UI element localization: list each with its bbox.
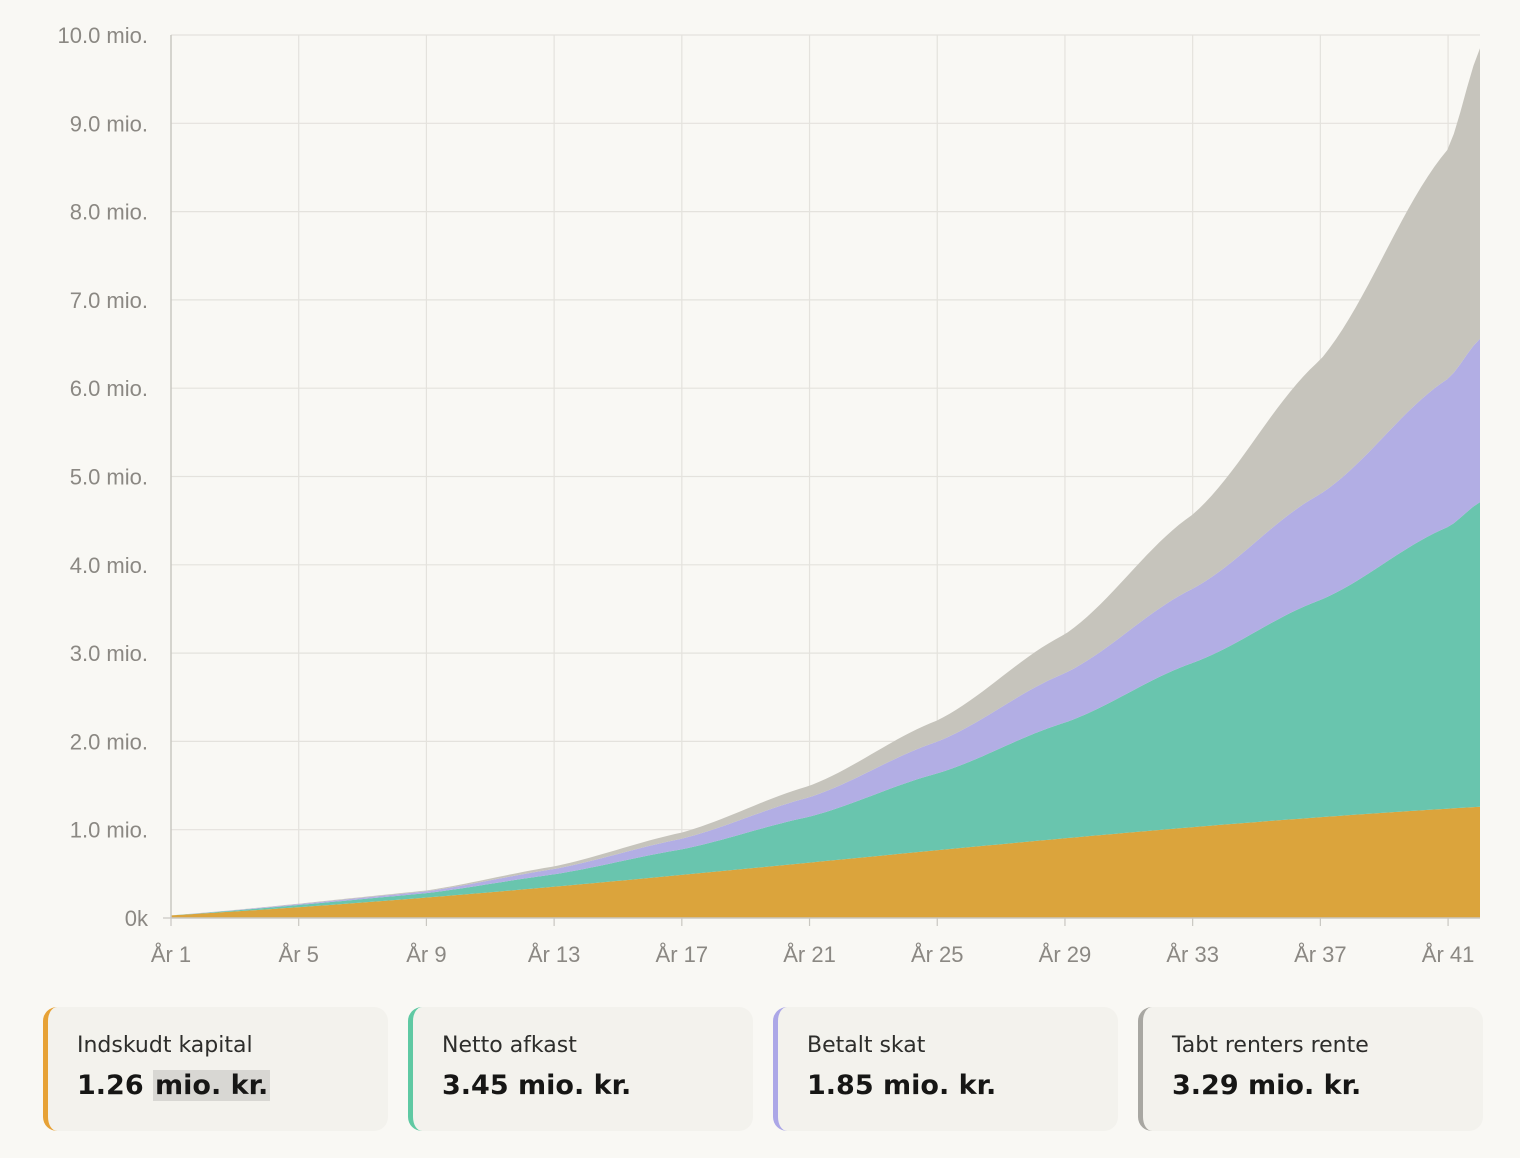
y-tick-label: 0k [125,906,149,931]
y-axis-tick-labels: 0k 1.0 mio. 2.0 mio. 3.0 mio. 4.0 mio. 5.0 mi… [58,23,149,931]
x-tick-label: År 37 [1294,942,1347,967]
x-tick-label: År 9 [406,942,446,967]
card-value: 3.29 mio. kr. [1172,1070,1362,1101]
y-tick-label: 3.0 mio. [70,641,148,666]
x-tick-label: År 33 [1166,942,1219,967]
chart-axes [163,35,1480,926]
area-netto-afkast [171,502,1480,916]
summary-card-betalt-skat: Betalt skat 1.85 mio. kr. [773,1007,1118,1131]
card-value: 1.85 mio. kr. [807,1070,997,1101]
card-label: Netto afkast [442,1033,577,1058]
y-tick-label: 1.0 mio. [70,818,148,843]
card-label: Indskudt kapital [77,1033,253,1058]
card-value: 3.45 mio. kr. [442,1070,632,1101]
area-indskudt-kapital [171,806,1480,918]
y-tick-label: 4.0 mio. [70,553,148,578]
y-tick-label: 8.0 mio. [70,200,148,225]
summary-cards: Indskudt kapital 1.26 mio. kr. Netto afk… [43,1007,1483,1131]
x-axis-tick-labels: År 1 År 5 År 9 År 13 År 17 År 21 År 25 År 29 År … [151,942,1475,967]
summary-card-tabt-renters-rente: Tabt renters rente 3.29 mio. kr. [1138,1007,1483,1131]
x-tick-label: År 29 [1039,942,1092,967]
stacked-area-chart: 0k 1.0 mio. 2.0 mio. 3.0 mio. 4.0 mio. 5.0 mi… [58,23,1480,967]
summary-card-netto-afkast: Netto afkast 3.45 mio. kr. [408,1007,753,1131]
x-tick-label: År 41 [1422,942,1475,967]
x-tick-label: År 17 [656,942,709,967]
card-label: Tabt renters rente [1172,1033,1369,1058]
card-value: 1.26 mio. kr. [77,1068,388,1104]
area-betalt-skat [171,338,1480,916]
summary-card-indskudt-kapital: Indskudt kapital 1.26 mio. kr. [43,1007,388,1131]
chart-areas [171,48,1480,918]
x-tick-label: År 25 [911,942,964,967]
y-tick-label: 9.0 mio. [70,111,148,136]
y-tick-label: 2.0 mio. [70,729,148,754]
card-value-number: 1.26 [77,1070,144,1101]
chart-grid [171,34,1480,918]
y-tick-label: 7.0 mio. [70,288,148,313]
x-tick-label: År 5 [279,942,319,967]
x-tick-label: År 21 [783,942,836,967]
card-label: Betalt skat [807,1033,926,1058]
x-tick-label: År 13 [528,942,581,967]
x-tick-label: År 1 [151,942,191,967]
y-tick-label: 10.0 mio. [58,23,149,48]
card-value-unit-highlight: mio. kr. [153,1070,271,1101]
y-tick-label: 5.0 mio. [70,465,148,490]
y-tick-label: 6.0 mio. [70,376,148,401]
